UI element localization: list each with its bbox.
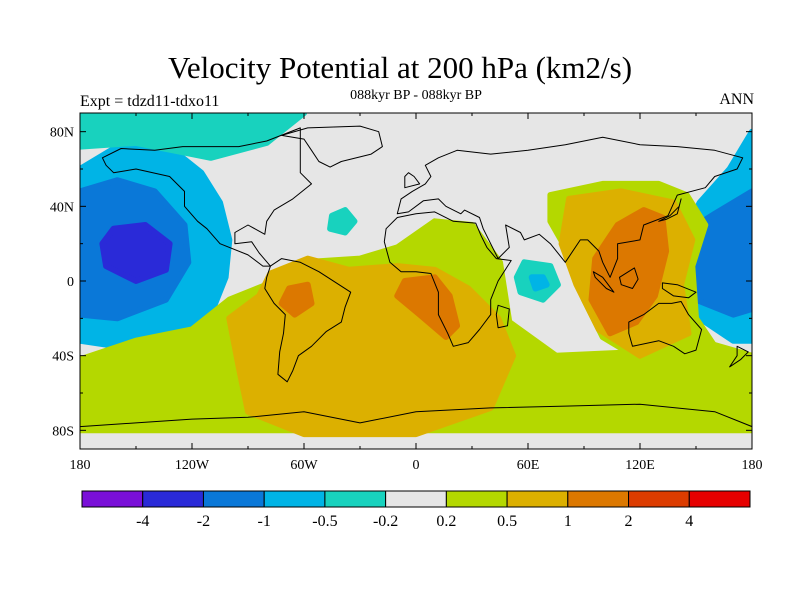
coastline-antarctica-coast bbox=[80, 403, 752, 428]
colorbar-swatch bbox=[324, 490, 387, 508]
season-label: ANN bbox=[719, 91, 754, 108]
contour-atlantic-teal-blob bbox=[327, 207, 358, 236]
lon-tick-label: 180 bbox=[70, 458, 91, 473]
coastline-greenland bbox=[281, 125, 383, 168]
colorbar-swatch bbox=[445, 490, 508, 508]
coastlines bbox=[80, 125, 752, 428]
colorbar-label: 1 bbox=[564, 513, 572, 530]
colorbar-swatch bbox=[385, 490, 447, 508]
contour-fills bbox=[80, 113, 752, 438]
coastline-africa bbox=[383, 211, 512, 347]
colorbar-label: -4 bbox=[136, 513, 149, 530]
coastline-uk bbox=[404, 172, 421, 189]
lon-tick-label: 120E bbox=[625, 458, 655, 473]
lon-tick-label: 60W bbox=[290, 458, 318, 473]
colorbar-swatch bbox=[81, 490, 144, 508]
latitude-axis: 80N 40N 0 40S 80S bbox=[50, 126, 752, 439]
colorbar-swatch bbox=[628, 490, 690, 508]
colorbar-swatch bbox=[688, 490, 751, 508]
colorbar: -4 -2 -1 -0.5 -0.2 0.2 0.5 1 2 4 bbox=[81, 490, 751, 530]
coastline-new-guinea bbox=[661, 282, 697, 299]
coastline-australia bbox=[628, 301, 703, 355]
colorbar-label: 0.5 bbox=[497, 513, 517, 530]
map-area bbox=[80, 113, 752, 449]
coastline-north-america bbox=[101, 127, 312, 267]
coastline-south-america bbox=[264, 258, 352, 383]
lon-tick-label: 180 bbox=[742, 458, 763, 473]
coastline-madagascar bbox=[495, 304, 510, 329]
coastline-new-zealand bbox=[729, 345, 749, 368]
lon-tick-label: 0 bbox=[413, 458, 420, 473]
colorbar-label: -2 bbox=[197, 513, 210, 530]
colorbar-label: -0.2 bbox=[373, 513, 398, 530]
contour-south-america-dark-orange bbox=[278, 281, 315, 318]
lat-tick-label: 40N bbox=[50, 200, 74, 215]
longitude-axis: 180 120W 60W 0 60E 120E 180 bbox=[70, 113, 763, 473]
lat-tick-label: 0 bbox=[67, 275, 74, 290]
colorbar-label: -1 bbox=[258, 513, 271, 530]
colorbar-swatch bbox=[506, 490, 569, 508]
contour-arctic-teal bbox=[80, 113, 307, 161]
lat-tick-label: 80N bbox=[50, 126, 74, 141]
map-title: Velocity Potential at 200 hPa (km2/s) bbox=[167, 50, 633, 85]
map-subtitle: 088kyr BP - 088kyr BP bbox=[350, 88, 482, 103]
coastline-japan bbox=[658, 198, 682, 222]
colorbar-label: 4 bbox=[685, 513, 693, 530]
experiment-label: Expt = tdzd11-tdxo11 bbox=[80, 93, 220, 110]
contour-north-pacific-deep bbox=[99, 222, 173, 284]
colorbar-label: -0.5 bbox=[312, 513, 337, 530]
coastline-eurasia bbox=[396, 136, 744, 278]
colorbar-swatch bbox=[202, 490, 265, 508]
coastline-borneo bbox=[619, 267, 639, 289]
colorbar-swatch bbox=[263, 490, 326, 508]
lon-tick-label: 60E bbox=[517, 458, 540, 473]
lat-tick-label: 40S bbox=[52, 350, 74, 365]
lon-tick-label: 120W bbox=[175, 458, 210, 473]
contour-indian-ocean-cyan bbox=[528, 274, 550, 292]
colorbar-label: 0.2 bbox=[436, 513, 456, 530]
colorbar-swatch bbox=[567, 490, 630, 508]
colorbar-swatch bbox=[142, 490, 204, 508]
lat-tick-label: 80S bbox=[52, 424, 74, 439]
colorbar-label: 2 bbox=[625, 513, 633, 530]
coastline-sumatra bbox=[592, 271, 615, 293]
